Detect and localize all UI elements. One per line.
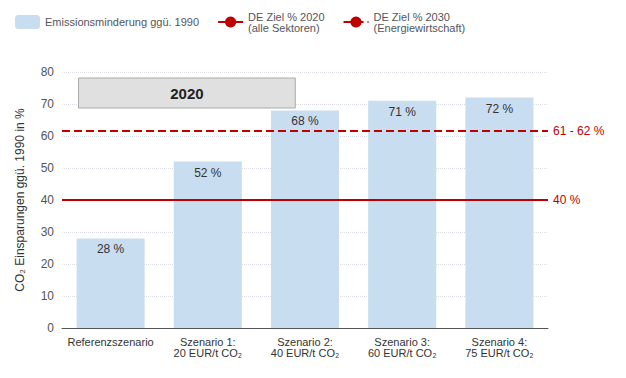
svg-text:75 EUR/t CO₂: 75 EUR/t CO₂ xyxy=(465,347,533,359)
svg-text:CO₂ Einsparungen ggü. 1990 in: CO₂ Einsparungen ggü. 1990 in % xyxy=(13,108,27,292)
svg-text:DE Ziel % 2020: DE Ziel % 2020 xyxy=(248,10,325,23)
svg-text:71 %: 71 % xyxy=(389,105,417,119)
svg-text:60 EUR/t CO₂: 60 EUR/t CO₂ xyxy=(368,347,436,359)
svg-text:28 %: 28 % xyxy=(97,242,125,256)
svg-text:Szenario 2:: Szenario 2: xyxy=(277,335,333,348)
svg-text:DE Ziel % 2030: DE Ziel % 2030 xyxy=(373,10,450,23)
svg-text:70: 70 xyxy=(41,97,55,111)
svg-text:0: 0 xyxy=(47,321,54,335)
svg-text:(alle Sektoren): (alle Sektoren) xyxy=(248,22,320,34)
svg-text:60: 60 xyxy=(41,129,55,143)
svg-text:50: 50 xyxy=(41,161,55,175)
svg-text:30: 30 xyxy=(41,225,55,239)
svg-text:40 EUR/t CO₂: 40 EUR/t CO₂ xyxy=(271,347,339,359)
svg-text:Referenzszenario: Referenzszenario xyxy=(67,336,153,348)
svg-text:80: 80 xyxy=(41,65,55,79)
svg-text:Szenario 3:: Szenario 3: xyxy=(374,335,430,348)
svg-text:20: 20 xyxy=(41,257,55,271)
svg-text:61 - 62 %: 61 - 62 % xyxy=(553,124,605,138)
svg-text:(Energiewirtschaft): (Energiewirtschaft) xyxy=(374,22,466,34)
svg-text:2020: 2020 xyxy=(170,85,203,102)
svg-text:20 EUR/t CO₂: 20 EUR/t CO₂ xyxy=(174,347,242,359)
svg-text:68 %: 68 % xyxy=(291,114,319,128)
svg-text:52 %: 52 % xyxy=(194,166,222,180)
svg-text:72 %: 72 % xyxy=(486,102,514,116)
svg-text:Emissionsminderung ggü. 1990: Emissionsminderung ggü. 1990 xyxy=(45,16,199,28)
svg-text:40 %: 40 % xyxy=(553,193,581,207)
svg-text:40: 40 xyxy=(41,193,55,207)
svg-text:Szenario 4:: Szenario 4: xyxy=(471,335,528,348)
svg-text:Szenario 1:: Szenario 1: xyxy=(180,335,236,348)
svg-text:10: 10 xyxy=(41,289,55,303)
